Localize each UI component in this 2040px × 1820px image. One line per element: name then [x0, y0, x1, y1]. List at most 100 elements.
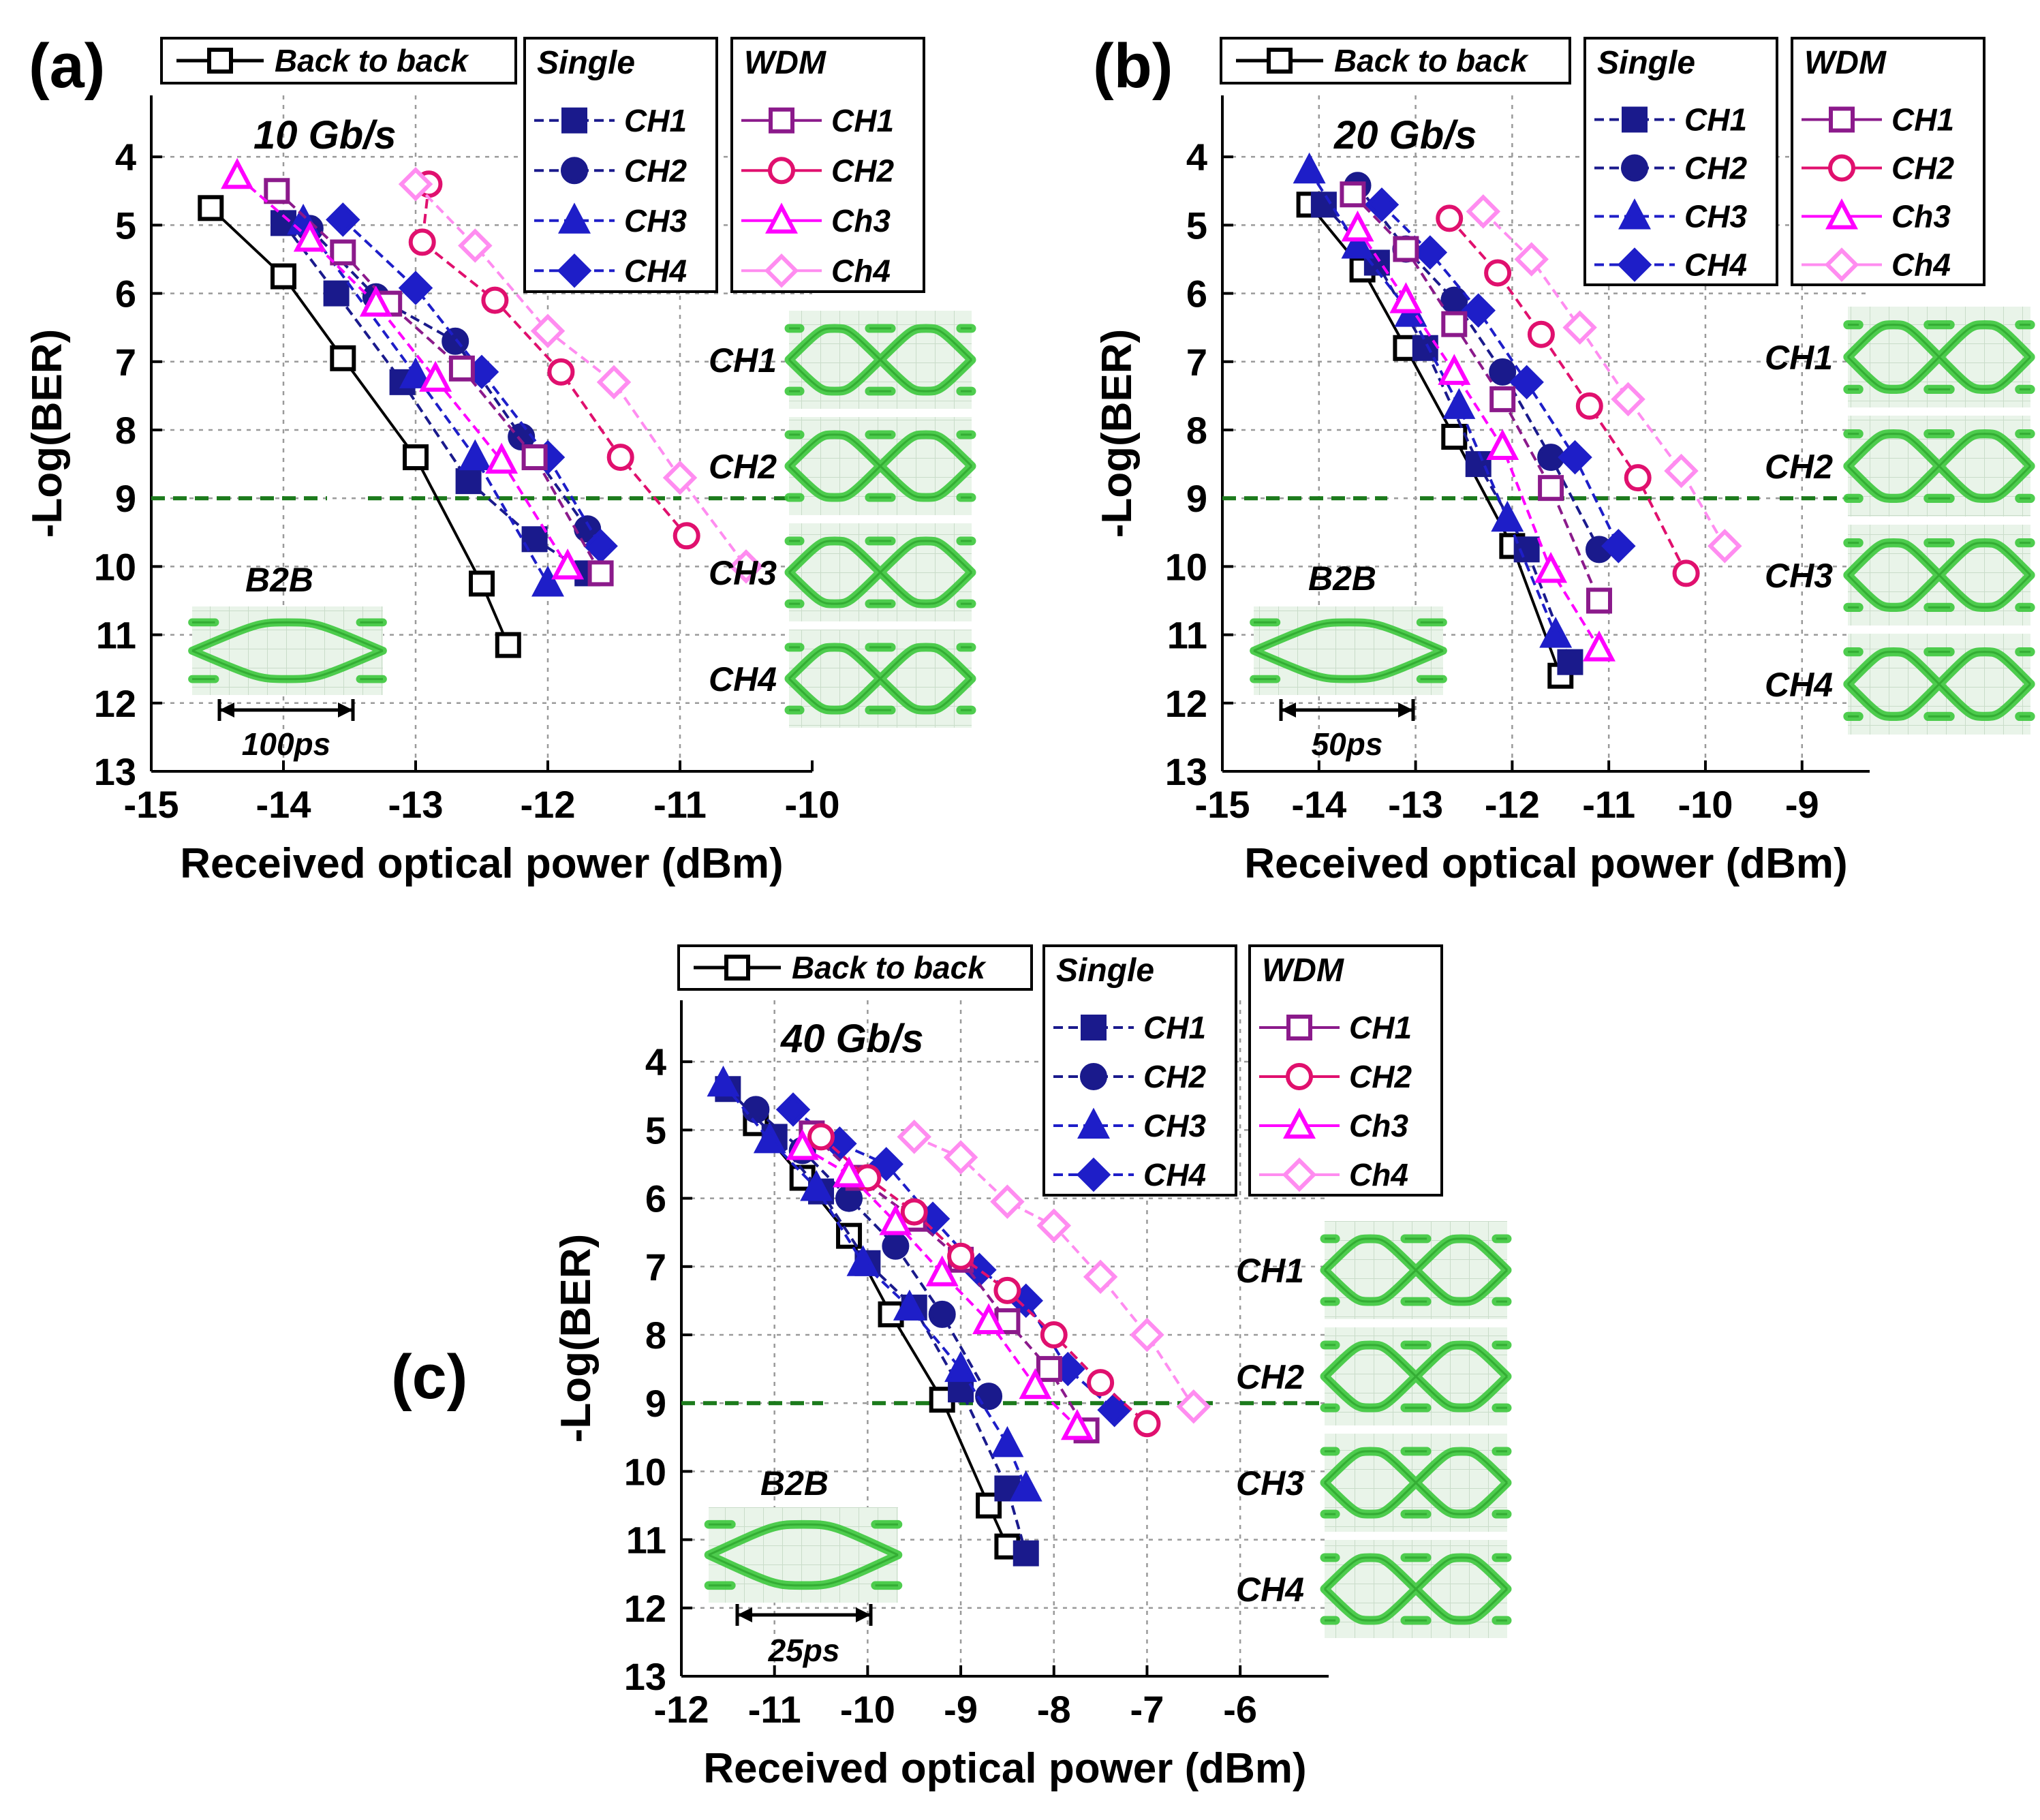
panel-c-legend-single-marker-3 [1076, 1157, 1111, 1192]
panel-a-legend-wdm-label-1: CH2 [831, 153, 894, 188]
panel-c-legend-single-label-1: CH2 [1143, 1059, 1206, 1094]
panel-c-series-wdm-ch3 [786, 1129, 1094, 1440]
panel-b-ytick-label-9: 13 [1165, 750, 1207, 793]
panel-b-series-wdm-ch2-point-1 [1484, 259, 1512, 287]
panel-c-ytick-label-5: 9 [645, 1382, 666, 1425]
panel-c-legend: Back to back SingleCH1CH2CH3CH4WDMCH1CH2C… [677, 944, 1443, 1197]
panel-a-series-wdm-ch3-point-5 [551, 548, 585, 580]
panel-c-series-wdm-ch4-point-1 [943, 1140, 978, 1175]
panel-c-legend-wdm-label-3: Ch4 [1349, 1157, 1408, 1192]
panel-b-series-wdm-ch3-point-5 [1583, 630, 1616, 662]
panel-c-eye-4-trace-core [1323, 1556, 1509, 1622]
panel-b-series-wdm-ch2-point-3 [1575, 392, 1603, 420]
panel-b-series-single-ch1 [1310, 191, 1583, 675]
panel-a-ytick-label-0: 4 [115, 136, 136, 179]
panel-a-eye-1 [784, 311, 976, 409]
panel-b-eye-label-2: CH2 [1765, 448, 1833, 486]
panel-c-legend-wdm-label-1: CH2 [1349, 1059, 1412, 1094]
panel-a-scale-label: 100ps [242, 726, 330, 762]
panel-a-b2b-eye [188, 606, 387, 695]
panel-c-eye-4 [1320, 1540, 1512, 1638]
panel-b-series-wdm-ch4-point-4 [1664, 453, 1699, 489]
panel-b-series-single-ch4 [1364, 187, 1636, 564]
panel-b-series-single-ch3-point-4 [1491, 500, 1524, 532]
panel-b-series-b2b-back-to-back-line [1308, 204, 1562, 677]
panel-a-legend-b2b-label: Back to back [275, 43, 469, 78]
panel-a-series-wdm-ch1-point-4 [521, 444, 548, 471]
panel-c-xtick-label-6: -6 [1223, 1688, 1257, 1731]
panel-a-series-single-ch3 [287, 203, 564, 597]
panel-a-legend-wdm-box [730, 37, 925, 293]
panel-c-scale-arrow-left [737, 1607, 752, 1622]
panel-b-series-wdm-ch3-point-2 [1438, 354, 1471, 385]
panel-a-legend-single-title: Single [537, 45, 635, 81]
panel-c-eye-2-trace-core [1323, 1344, 1509, 1409]
panel-a-eye-2-trace-core [788, 433, 973, 499]
panel-b-scale-label: 50ps [1312, 726, 1383, 762]
panel-a-xtick-label-4: -11 [653, 783, 707, 826]
panel-b-series-single-ch2-point-2 [1440, 286, 1468, 314]
panel-b-ytick-label-2: 6 [1186, 273, 1207, 315]
panel-c-ytick-label-2: 6 [645, 1177, 666, 1220]
panel-b-legend-wdm-label-0: CH1 [1891, 102, 1954, 138]
panel-a-xtick-label-2: -13 [388, 783, 444, 826]
panel-a-series-single-ch3-point-1 [399, 357, 432, 388]
panel-a-b2b-eye-trace-core [191, 621, 384, 681]
panel-a-eye-label-2: CH2 [709, 448, 777, 486]
panel-a-legend-single-label-2: CH3 [624, 203, 687, 238]
panel-b-series-wdm-ch3-line [1356, 228, 1601, 649]
panel-a-xtick-label-1: -14 [256, 783, 311, 826]
panel-a: -15 -14 -13 -12 -11 -10 4 5 6 7 8 9 10 11 12 13 Received… [24, 31, 976, 887]
panel-a-series-wdm-ch1-point-0 [264, 178, 290, 204]
panel-a-rate-label: 10 Gb/s [253, 113, 397, 157]
panel-b-series-wdm-ch2-point-5 [1672, 559, 1700, 587]
panel-a-legend-wdm-label-0: CH1 [831, 103, 894, 138]
panel-b-eye-3-trace-core [1846, 542, 2032, 608]
panel-c-series-wdm-ch2-point-0 [807, 1123, 835, 1151]
panel-b-legend-single-box [1583, 37, 1778, 286]
panel-a-series-wdm-ch3-point-3 [419, 360, 452, 392]
panel-b-eye-2 [1843, 416, 2035, 516]
panel-b-legend: Back to back SingleCH1CH2CH3CH4WDMCH1CH2C… [1220, 37, 1985, 286]
panel-a-series-wdm-ch3-line [236, 174, 569, 568]
panel-a-scale-arrow-left [219, 703, 234, 718]
panel-c-legend-single-label-3: CH4 [1143, 1157, 1206, 1192]
panel-a-ytick-label-6: 10 [94, 545, 136, 588]
panel-b-eye-3 [1843, 525, 2035, 626]
panel-a-xtick-label-5: -10 [785, 783, 840, 826]
panel-b-series-wdm-ch4-point-5 [1707, 529, 1742, 564]
panel-b-series-b2b-back-to-back-point-3 [1441, 424, 1468, 450]
panel-a-series-b2b-back-to-back-point-5 [495, 632, 521, 658]
panel-b-series-wdm-ch3 [1341, 210, 1616, 662]
panel-c-series-wdm-ch3-point-2 [879, 1204, 912, 1235]
panel-c-legend-wdm-label-0: CH1 [1349, 1010, 1412, 1045]
panel-a-series-single-ch1-point-4 [521, 526, 548, 553]
panel-b-series-wdm-ch1-point-2 [1441, 311, 1468, 337]
panel-c-legend-b2b-label: Back to back [792, 950, 987, 985]
panel-c-series-single-ch3-point-0 [707, 1065, 740, 1097]
panel-b-series-wdm-ch2-point-2 [1527, 320, 1555, 348]
panel-b-series-wdm-ch2 [1436, 204, 1700, 587]
panel-c-legend-wdm-marker-0 [1286, 1015, 1312, 1040]
panel-b-ytick-label-8: 12 [1165, 682, 1207, 725]
panel-c-b2b-eye-trace-core [708, 1523, 899, 1587]
panel-c-series-single-ch2-point-0 [742, 1096, 770, 1124]
panel-b-series-single-ch4-point-4 [1558, 439, 1592, 475]
panel-c-legend-wdm-marker-3 [1282, 1157, 1317, 1192]
panel-b-series-b2b-back-to-back [1296, 191, 1574, 689]
panel-a-legend: Back to back SingleCH1CH2CH3CH4WDMCH1CH2C… [160, 37, 925, 293]
panel-a-series-wdm-ch3-point-4 [485, 442, 519, 474]
panel-c-rate-label: 40 Gb/s [780, 1017, 924, 1061]
panel-b-series-single-ch4-point-1 [1412, 235, 1448, 270]
panel-a-ytick-label-5: 9 [115, 477, 136, 520]
panel-c-eye-3-trace-core [1323, 1450, 1509, 1515]
panel-a-panel-label: (a) [29, 31, 105, 101]
panel-a-series-wdm-ch3-point-1 [293, 220, 326, 252]
panel-a-eye-2 [784, 417, 976, 515]
panel-a-legend-single-label-3: CH4 [624, 253, 687, 288]
panel-c-xtick-label-0: -12 [654, 1688, 709, 1731]
panel-a-scale-arrow-right [338, 703, 353, 718]
panel-a-series-wdm-ch3-point-2 [359, 286, 392, 317]
panel-c-series-wdm-ch3-point-5 [1019, 1368, 1052, 1400]
panel-c-series-wdm-ch4 [897, 1120, 1211, 1424]
